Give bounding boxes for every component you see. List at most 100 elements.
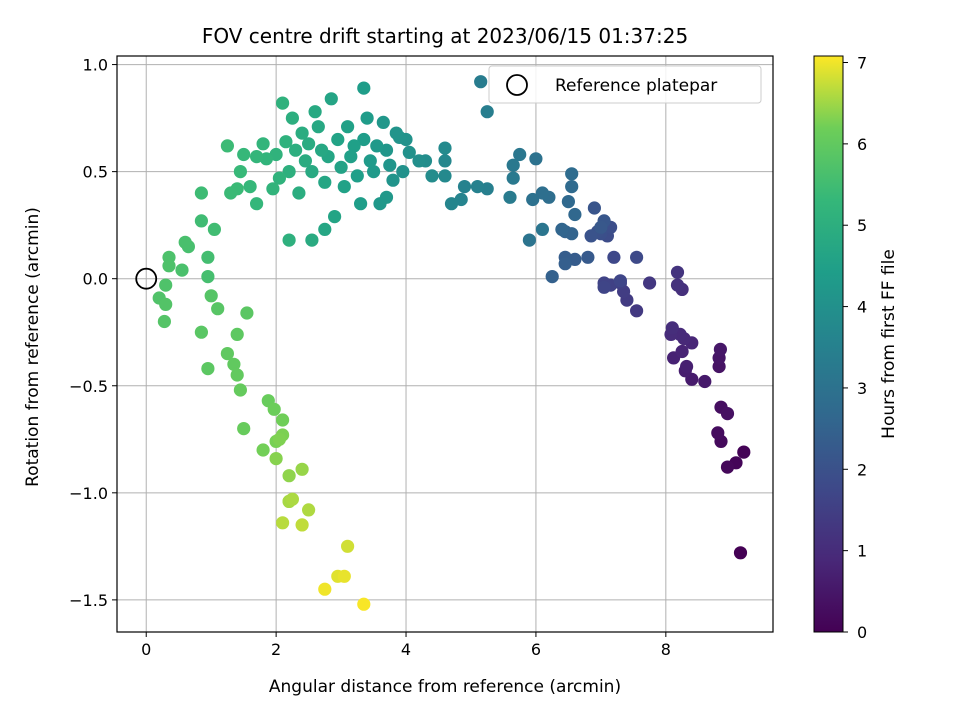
data-point <box>331 132 345 147</box>
colorbar-label: Hours from first FF file <box>879 249 899 439</box>
data-point <box>711 426 725 440</box>
data-point <box>535 186 550 200</box>
data-point <box>670 278 685 292</box>
data-point <box>367 165 381 179</box>
data-point <box>201 270 215 284</box>
data-point <box>733 546 748 560</box>
data-point <box>298 154 312 168</box>
data-point <box>581 250 595 264</box>
data-point <box>344 150 358 164</box>
data-point <box>357 81 371 95</box>
data-point <box>373 197 387 211</box>
data-point <box>568 207 582 222</box>
legend-marker <box>506 74 528 96</box>
data-point <box>334 160 348 174</box>
data-point <box>347 139 361 153</box>
data-point <box>318 175 332 189</box>
data-point <box>341 120 355 134</box>
data-point <box>425 169 439 183</box>
data-point <box>698 374 712 389</box>
x-tick-label: 6 <box>531 640 541 659</box>
data-point <box>597 280 611 294</box>
data-point <box>561 195 576 209</box>
y-tick-label: −1.0 <box>69 484 108 503</box>
data-point <box>305 165 319 179</box>
data-point <box>292 186 306 200</box>
data-point <box>357 597 371 611</box>
data-point <box>337 569 351 583</box>
data-point <box>315 143 329 157</box>
colorbar-tick-label: 5 <box>857 216 867 235</box>
x-tick-label: 0 <box>141 640 151 659</box>
data-point <box>470 180 485 194</box>
data-point <box>201 362 215 376</box>
y-tick-label: 0.0 <box>83 270 108 289</box>
plot-area-frame <box>116 55 774 633</box>
x-tick-label: 4 <box>401 640 411 659</box>
data-point <box>318 222 332 236</box>
data-point <box>675 344 689 359</box>
x-tick-label: 2 <box>271 640 281 659</box>
data-point <box>594 220 608 234</box>
colorbar-tick-label: 7 <box>857 54 867 73</box>
data-point <box>720 407 735 421</box>
data-point <box>285 111 299 125</box>
data-point <box>376 115 390 129</box>
colorbar-tick-label: 0 <box>857 623 867 642</box>
data-point <box>670 265 685 279</box>
data-point <box>506 158 520 172</box>
data-point <box>630 304 644 318</box>
y-axis-label: Rotation from reference (arcmin) <box>23 207 43 487</box>
data-point <box>250 197 264 211</box>
x-axis-label: Angular distance from reference (arcmin) <box>269 677 621 697</box>
data-point <box>220 347 234 361</box>
data-point <box>282 469 296 483</box>
data-point <box>233 383 247 397</box>
data-point <box>737 445 751 459</box>
data-point <box>295 462 309 476</box>
data-point <box>302 503 316 517</box>
data-point <box>272 432 286 446</box>
data-point <box>308 105 322 119</box>
data-point <box>285 492 299 506</box>
legend: Reference platepar <box>488 65 762 104</box>
data-point <box>269 452 283 466</box>
data-point <box>289 143 303 157</box>
data-points <box>152 75 751 611</box>
data-point <box>350 169 364 183</box>
data-point <box>276 96 290 110</box>
data-point <box>295 126 309 140</box>
colorbar-tick-label: 6 <box>857 135 867 154</box>
data-point <box>357 132 371 147</box>
y-tick-label: 0.5 <box>83 163 108 182</box>
data-point <box>211 302 225 316</box>
data-point <box>370 139 384 153</box>
data-point <box>587 201 602 215</box>
data-point <box>558 257 572 271</box>
data-point <box>565 180 579 194</box>
data-point <box>224 186 238 200</box>
data-point <box>383 158 397 172</box>
data-point <box>276 516 290 530</box>
data-point <box>354 197 368 211</box>
data-point <box>526 192 540 207</box>
data-point <box>220 139 234 153</box>
data-point <box>311 120 325 134</box>
data-point <box>276 413 290 427</box>
data-point <box>630 250 644 264</box>
data-point <box>230 327 244 341</box>
data-point <box>159 297 173 311</box>
data-point <box>474 75 488 89</box>
data-point <box>607 250 621 264</box>
y-tick-label: 1.0 <box>83 56 108 75</box>
colorbar-ticks: 0 1 2 3 4 5 6 7 <box>843 54 867 642</box>
data-point <box>565 167 579 181</box>
data-point <box>240 306 254 320</box>
data-point <box>157 314 171 329</box>
data-point <box>363 154 377 168</box>
colorbar-tick-label: 1 <box>857 542 867 561</box>
data-point <box>529 152 543 166</box>
y-tick-label: −1.5 <box>69 591 108 610</box>
data-point <box>162 259 176 273</box>
